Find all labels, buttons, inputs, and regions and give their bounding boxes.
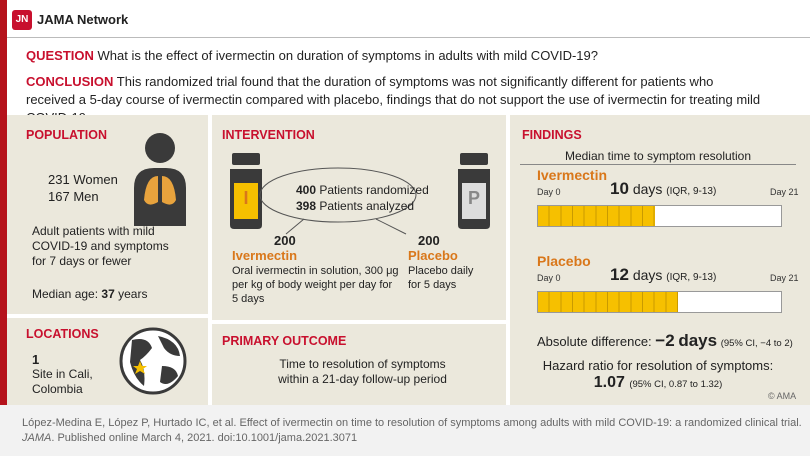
bar [538,292,678,312]
scale-start: Day 0 [537,273,561,283]
arm-description: Oral ivermectin in solution, 300 μg per … [232,265,399,305]
hazard-ratio: 1.07 (95% CI, 0.87 to 1.32) [593,374,723,391]
flow-diagram [259,167,417,235]
scale-start: Day 0 [537,187,561,197]
rule [7,37,810,38]
women: 231 Women [48,172,118,187]
vial-letter: I [243,188,249,208]
copyright: © AMA [768,391,797,401]
location-count: 1 [32,352,40,367]
population-description: Adult patients with mild COVID-19 and sy… [32,224,169,268]
days-unit: days [632,267,663,283]
brand: JAMA Network [37,12,129,27]
footer [0,405,810,456]
analyzed: 398 Patients analyzed [296,199,415,213]
question-text: What is the effect of ivermectin on dura… [97,48,598,63]
divider [7,314,208,318]
section-title: LOCATIONS [26,327,99,341]
arm-count: 200 [418,233,440,248]
arm-count: 200 [274,233,296,248]
median-days: 12 days (IQR, 9-13) [610,265,716,285]
divider [208,115,212,405]
arm-description: Placebo daily for 5 days [408,265,474,291]
arm-name: Placebo [537,253,591,269]
logo: JN [12,10,32,30]
absolute-difference: Absolute difference: −2 days (95% CI, −4… [537,331,793,350]
left-stripe [0,0,7,405]
arm-name: Placebo [408,248,458,263]
days-unit: days [632,181,663,197]
question-label: QUESTION [26,48,94,63]
person-icon [134,133,186,226]
arm-name: Ivermectin [232,248,298,263]
days-value: 12 [610,265,629,284]
question: QUESTION What is the effect of ivermecti… [26,48,796,63]
section-title: POPULATION [26,128,108,142]
divider [212,320,506,324]
section-title: FINDINGS [522,128,582,142]
rule [520,164,796,165]
section-title: PRIMARY OUTCOME [222,334,347,348]
hazard-ratio-label: Hazard ratio for resolution of symptoms: [542,358,774,373]
men: 167 Men [48,189,99,204]
bar-track [537,291,782,313]
scale-end: Day 21 [770,187,799,197]
median-days: 10 days (IQR, 9-13) [610,179,716,199]
citation: López-Medina E, López P, Hurtado IC, et … [22,417,802,444]
globe-icon [119,327,187,395]
bar [538,206,655,226]
randomized: 400 Patients randomized [296,183,429,197]
primary-outcome-text: Time to resolution of symptoms within a … [278,357,447,386]
bar-track [537,205,782,227]
median-age: Median age: 37 years [32,287,148,301]
section-title: INTERVENTION [222,128,315,142]
divider [506,115,510,405]
iqr: (IQR, 9-13) [666,272,717,283]
findings-subtitle: Median time to symptom resolution [564,149,752,163]
vial-icon [458,153,490,229]
location-text: Site in Cali, Colombia [32,367,93,396]
arm-name: Ivermectin [537,167,608,183]
iqr: (IQR, 9-13) [666,186,717,197]
vial-letter: P [467,188,480,208]
scale-end: Day 21 [770,273,799,283]
conclusion-label: CONCLUSION [26,74,114,89]
vial-icon [230,153,262,229]
days-value: 10 [610,179,629,198]
